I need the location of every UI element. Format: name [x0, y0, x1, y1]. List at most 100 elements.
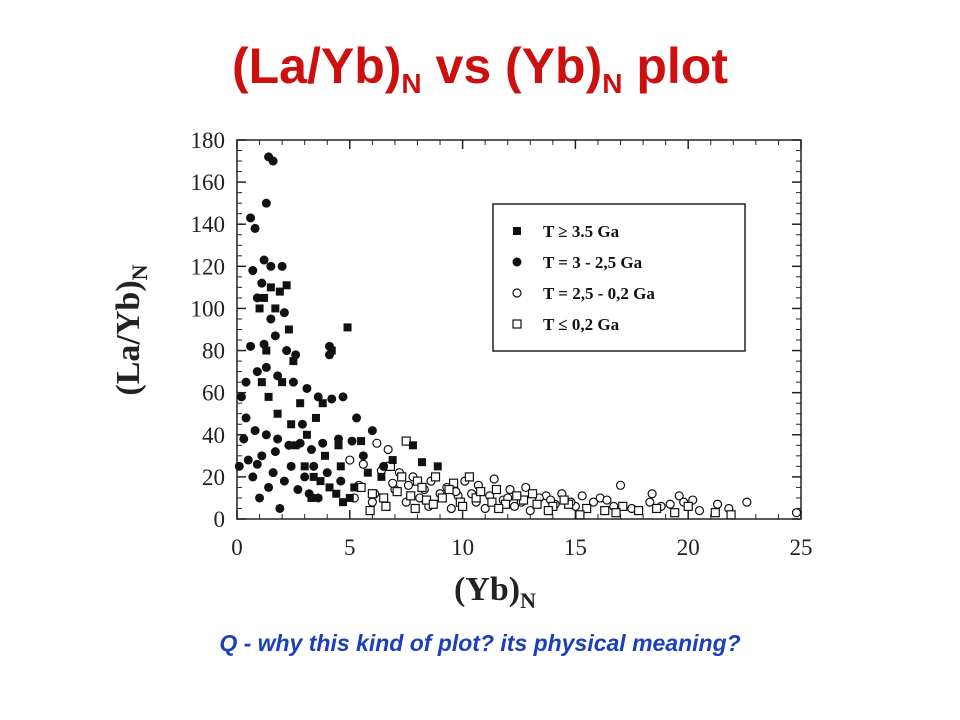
data-point-open-circle [388, 478, 398, 488]
data-point-filled-square [433, 462, 442, 471]
data-point-open-square [444, 484, 454, 495]
data-point-filled-circle [275, 503, 285, 513]
data-point-open-square [379, 493, 389, 503]
data-point-open-square [491, 484, 502, 495]
title-end: plot [622, 38, 729, 94]
data-point-open-square [430, 472, 441, 482]
y-axis-ticks: 0 20 40 60 80 100 120 140 160 180 [191, 128, 801, 532]
data-point-open-circle [694, 505, 705, 516]
data-point-open-square [611, 508, 621, 518]
data-point-filled-circle [270, 447, 280, 457]
data-point-filled-square [408, 441, 417, 450]
data-point-filled-square [325, 483, 334, 492]
legend: T ≥ 3.5 Ga T = 3 - 2,5 Ga T = 2,5 - 0,2 Ga… [492, 203, 746, 352]
data-point-filled-circle [266, 261, 276, 271]
x-tick-label: 15 [564, 535, 587, 560]
data-point-filled-circle [250, 426, 260, 436]
data-point-filled-circle [273, 434, 283, 444]
data-point-open-square [401, 436, 411, 446]
data-point-filled-square [266, 283, 275, 292]
data-point-filled-square [291, 441, 300, 450]
data-points [234, 152, 802, 520]
data-point-open-square [397, 472, 407, 482]
data-point-filled-circle [241, 377, 251, 387]
data-point-open-circle [615, 480, 626, 490]
legend-marker-filled-square [513, 227, 521, 235]
legend-label: T = 3 - 2,5 Ga [543, 253, 643, 272]
slide-title: (La/Yb)N vs (Yb)N plot [0, 36, 960, 98]
data-point-filled-square [363, 468, 372, 477]
data-point-open-circle [345, 455, 355, 465]
data-point-filled-circle [270, 331, 280, 341]
y-axis-title-sub: N [127, 264, 152, 280]
x-axis-title-sub: N [520, 588, 536, 613]
data-point-open-circle [367, 497, 377, 507]
data-point-filled-square [282, 281, 291, 290]
data-point-filled-square [302, 430, 311, 439]
x-axis-title: (Yb)N [454, 571, 536, 613]
data-point-filled-circle [313, 493, 323, 503]
data-point-filled-circle [257, 451, 267, 461]
data-point-open-square [618, 501, 628, 511]
data-point-open-square [458, 501, 468, 511]
data-point-open-circle [446, 503, 456, 514]
data-point-filled-circle [297, 419, 307, 429]
data-point-open-square [670, 508, 680, 518]
data-point-filled-circle [239, 434, 249, 444]
legend-label: T ≤ 0,2 Ga [543, 315, 620, 334]
x-tick-label: 25 [790, 535, 813, 560]
data-point-filled-square [278, 378, 287, 387]
data-point-open-circle [489, 474, 499, 484]
x-tick-label: 5 [344, 535, 356, 560]
data-point-filled-circle [266, 314, 276, 324]
legend-box [492, 203, 746, 352]
data-point-filled-square [262, 346, 271, 355]
data-point-filled-square [388, 456, 397, 465]
data-point-filled-square [318, 399, 327, 408]
data-point-filled-square [289, 357, 298, 366]
data-point-filled-circle [264, 482, 274, 492]
data-point-filled-circle [252, 293, 262, 303]
data-point-filled-circle [234, 461, 244, 471]
data-point-filled-circle [336, 476, 346, 486]
data-point-filled-circle [309, 461, 319, 471]
data-point-filled-circle [313, 392, 323, 402]
data-point-open-circle [712, 499, 723, 509]
data-point-filled-circle [277, 261, 287, 271]
data-point-filled-circle [279, 476, 289, 486]
data-point-open-square [726, 510, 736, 520]
legend-label: T ≥ 3.5 Ga [543, 222, 620, 241]
data-point-filled-circle [273, 371, 283, 381]
data-point-open-circle [358, 459, 368, 469]
data-point-filled-square [275, 287, 284, 296]
data-point-filled-circle [237, 392, 247, 402]
title-main: (La/Yb) [231, 38, 402, 94]
data-point-filled-circle [358, 451, 368, 461]
data-point-open-square [543, 505, 553, 516]
data-point-filled-circle [322, 468, 332, 478]
data-point-filled-circle [255, 493, 265, 503]
data-point-filled-circle [252, 459, 262, 469]
data-point-filled-circle [291, 350, 301, 360]
data-point-open-square [365, 505, 375, 516]
data-point-open-circle [383, 444, 393, 455]
data-point-filled-circle [252, 367, 262, 377]
data-point-filled-square [345, 493, 354, 502]
data-point-filled-circle [284, 440, 294, 450]
data-point-open-square [367, 489, 377, 499]
data-point-filled-circle [250, 223, 260, 233]
data-point-open-circle [665, 499, 675, 509]
data-point-filled-circle [286, 461, 296, 471]
data-point-open-circle [645, 497, 655, 507]
data-point-open-circle [521, 482, 531, 493]
y-tick-label: 60 [202, 381, 225, 406]
y-tick-label: 20 [202, 465, 225, 490]
y-tick-label: 0 [214, 507, 226, 532]
data-point-filled-square [264, 392, 273, 401]
x-axis-title-main: (Yb) [454, 571, 520, 608]
data-point-open-square [527, 489, 538, 499]
data-point-filled-square [300, 462, 309, 471]
y-tick-label: 140 [191, 212, 226, 237]
data-point-filled-circle [347, 436, 357, 446]
data-point-filled-circle [259, 255, 269, 265]
